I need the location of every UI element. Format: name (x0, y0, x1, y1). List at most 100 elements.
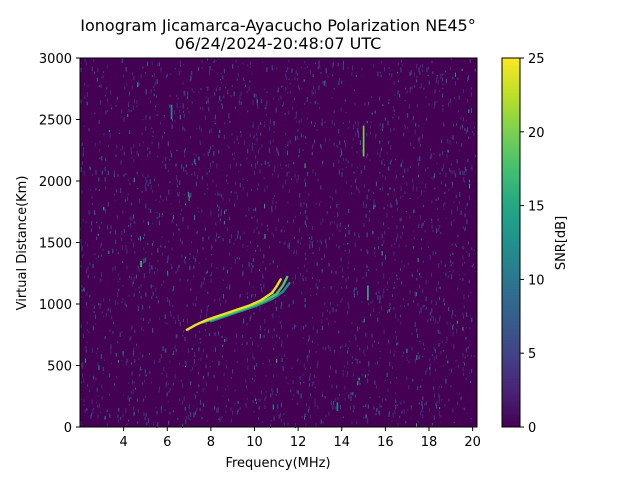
noise-speckle (342, 276, 344, 278)
noise-speckle (172, 119, 173, 122)
noise-speckle (306, 223, 307, 228)
noise-speckle (314, 122, 316, 125)
noise-speckle (139, 198, 140, 204)
noise-speckle (83, 287, 85, 292)
noise-speckle (305, 423, 307, 426)
noise-speckle (297, 390, 299, 395)
noise-speckle (346, 284, 348, 289)
noise-speckle (96, 77, 98, 82)
noise-speckle (144, 71, 146, 74)
noise-speckle (162, 346, 164, 351)
noise-speckle (447, 149, 449, 153)
noise-speckle (184, 148, 186, 151)
noise-speckle (360, 248, 362, 251)
noise-speckle (235, 162, 237, 167)
noise-speckle (252, 377, 254, 380)
x-tick-label: 20 (464, 435, 481, 450)
noise-speckle (337, 63, 339, 67)
noise-speckle (287, 382, 289, 385)
noise-speckle (324, 303, 326, 306)
noise-speckle (422, 355, 424, 358)
noise-speckle (431, 354, 433, 357)
noise-speckle (215, 332, 217, 336)
noise-speckle (181, 241, 183, 245)
noise-speckle (210, 244, 212, 250)
noise-speckle (292, 398, 294, 400)
noise-speckle (106, 65, 108, 68)
noise-speckle (379, 403, 381, 408)
noise-speckle (223, 294, 224, 299)
noise-speckle (130, 276, 132, 280)
noise-speckle (177, 97, 179, 100)
noise-speckle (458, 95, 460, 100)
noise-speckle (404, 168, 406, 173)
noise-speckle (199, 142, 201, 145)
noise-speckle (291, 367, 293, 370)
noise-speckle (194, 159, 196, 165)
noise-speckle (84, 82, 86, 86)
noise-speckle (152, 189, 153, 193)
noise-speckle (208, 107, 210, 112)
noise-speckle (468, 136, 470, 140)
noise-speckle (321, 258, 323, 260)
noise-speckle (451, 170, 453, 175)
noise-speckle (109, 413, 111, 418)
noise-speckle (442, 93, 443, 98)
noise-speckle (167, 323, 169, 325)
noise-speckle (264, 188, 266, 193)
noise-speckle (397, 233, 399, 238)
noise-speckle (187, 191, 189, 197)
noise-speckle (220, 79, 221, 81)
noise-speckle (350, 185, 352, 188)
noise-speckle (94, 252, 96, 256)
noise-speckle (80, 167, 82, 172)
noise-speckle (253, 134, 255, 139)
noise-speckle (166, 373, 168, 378)
noise-speckle (197, 359, 199, 361)
noise-speckle (174, 345, 176, 349)
noise-speckle (91, 399, 93, 405)
noise-speckle (88, 210, 90, 215)
noise-speckle (474, 154, 476, 158)
noise-speckle (149, 179, 151, 184)
noise-speckle (468, 75, 470, 80)
noise-speckle (383, 329, 385, 334)
noise-speckle (428, 246, 430, 248)
noise-speckle (131, 281, 133, 287)
noise-speckle (378, 395, 380, 398)
noise-speckle (394, 242, 396, 246)
noise-speckle (154, 178, 155, 182)
noise-speckle (456, 141, 458, 144)
noise-speckle (281, 340, 283, 345)
noise-speckle (317, 360, 319, 366)
noise-speckle (456, 328, 458, 334)
noise-speckle (370, 199, 371, 201)
noise-speckle (187, 225, 189, 230)
noise-speckle (128, 397, 130, 403)
noise-speckle (406, 181, 408, 186)
noise-speckle (206, 183, 208, 186)
noise-speckle (342, 122, 344, 124)
noise-speckle (341, 298, 343, 301)
noise-speckle (100, 221, 102, 224)
noise-speckle (388, 99, 390, 101)
noise-speckle (392, 412, 394, 418)
noise-speckle (164, 409, 166, 411)
noise-speckle (449, 67, 451, 70)
noise-speckle (164, 132, 166, 134)
noise-speckle (199, 140, 201, 144)
noise-speckle (142, 354, 144, 358)
noise-speckle (462, 170, 464, 175)
noise-speckle (106, 409, 108, 411)
noise-speckle (125, 304, 127, 306)
noise-speckle (261, 223, 263, 226)
noise-speckle (303, 326, 304, 330)
noise-speckle (111, 248, 113, 250)
noise-speckle (419, 341, 421, 343)
noise-speckle (128, 382, 129, 384)
noise-speckle (145, 177, 147, 181)
noise-speckle (174, 320, 176, 324)
noise-speckle (284, 422, 285, 426)
noise-speckle (129, 216, 131, 220)
noise-speckle (395, 158, 397, 161)
